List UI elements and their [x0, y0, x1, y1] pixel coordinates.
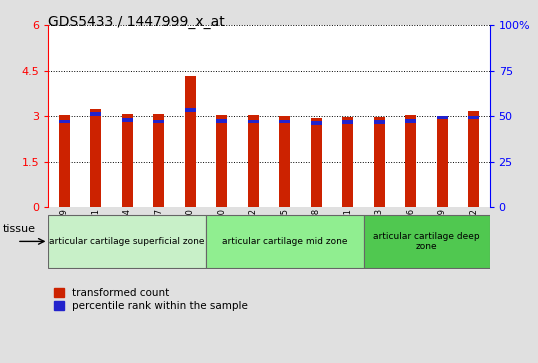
Bar — [216, 119, 227, 122]
Bar — [122, 114, 133, 207]
Bar — [311, 121, 322, 125]
Bar — [247, 120, 259, 123]
Bar — [374, 117, 385, 207]
Bar — [122, 118, 133, 122]
Bar — [59, 120, 70, 123]
Bar — [247, 115, 259, 207]
Bar — [437, 115, 448, 207]
Text: articular cartilage deep
zone: articular cartilage deep zone — [373, 232, 480, 251]
Text: articular cartilage mid zone: articular cartilage mid zone — [222, 237, 348, 246]
Text: articular cartilage superficial zone: articular cartilage superficial zone — [49, 237, 205, 246]
Bar — [342, 117, 353, 207]
Bar — [279, 120, 291, 123]
Bar — [342, 121, 353, 124]
Text: GDS5433 / 1447999_x_at: GDS5433 / 1447999_x_at — [48, 15, 225, 29]
Text: tissue: tissue — [3, 224, 36, 234]
Bar — [468, 116, 479, 119]
Legend: transformed count, percentile rank within the sample: transformed count, percentile rank withi… — [54, 288, 248, 311]
Bar — [374, 121, 385, 124]
FancyBboxPatch shape — [364, 215, 490, 268]
Bar — [90, 112, 101, 116]
Bar — [405, 119, 416, 122]
Bar — [185, 108, 196, 112]
Bar — [311, 118, 322, 207]
Bar — [153, 120, 164, 123]
Bar — [405, 115, 416, 207]
FancyBboxPatch shape — [48, 215, 206, 268]
Bar — [59, 115, 70, 207]
Bar — [468, 111, 479, 207]
Bar — [90, 109, 101, 207]
Bar — [437, 116, 448, 119]
Bar — [279, 115, 291, 207]
Bar — [216, 115, 227, 207]
Bar — [153, 114, 164, 207]
FancyBboxPatch shape — [206, 215, 364, 268]
Bar — [185, 76, 196, 207]
